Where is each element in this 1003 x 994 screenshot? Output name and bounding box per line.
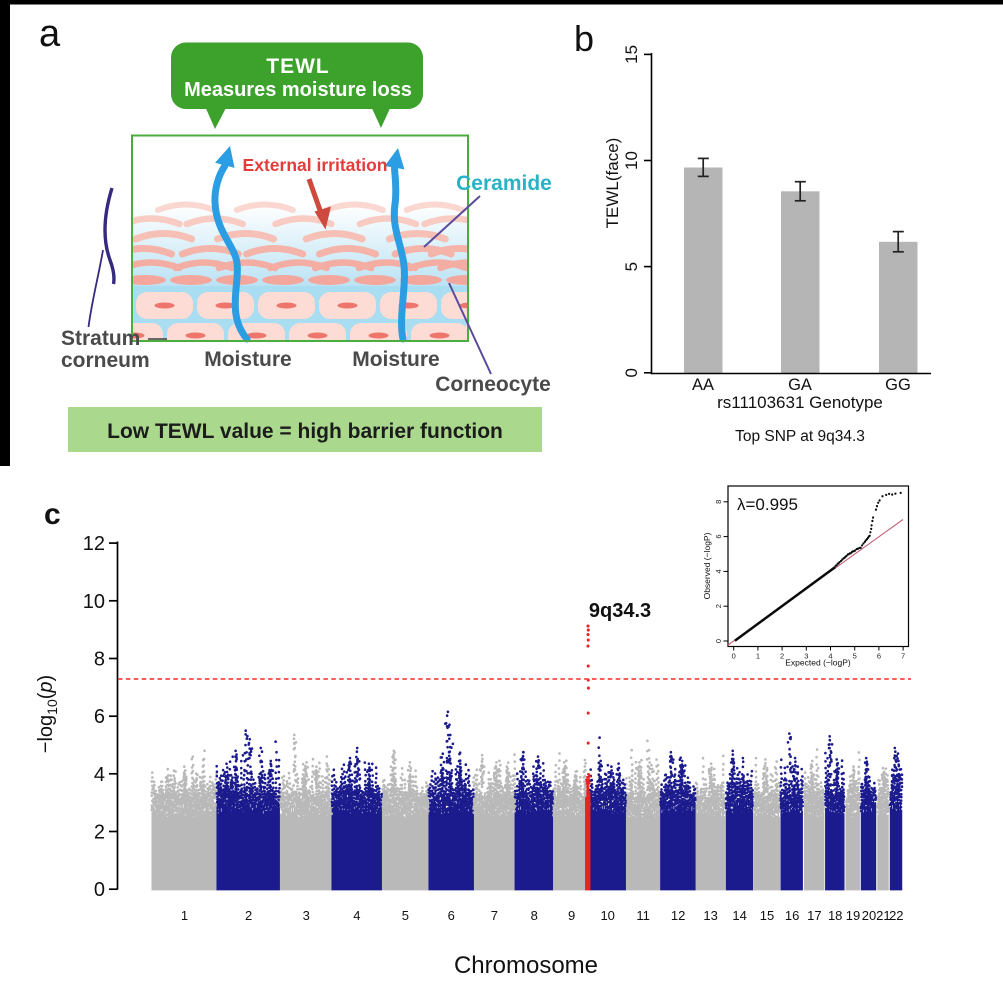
svg-text:GG: GG xyxy=(885,376,911,394)
svg-text:Moisture: Moisture xyxy=(352,348,440,371)
svg-text:5: 5 xyxy=(622,262,641,271)
svg-text:0: 0 xyxy=(94,879,105,901)
svg-text:5: 5 xyxy=(853,652,857,661)
svg-text:8: 8 xyxy=(531,908,538,923)
svg-text:5: 5 xyxy=(402,908,409,923)
svg-text:10: 10 xyxy=(83,591,105,613)
svg-text:External irritation: External irritation xyxy=(243,155,388,175)
svg-text:18: 18 xyxy=(828,908,842,923)
svg-text:21: 21 xyxy=(876,908,890,923)
svg-text:AA: AA xyxy=(692,376,714,394)
svg-text:λ=0.995: λ=0.995 xyxy=(737,495,798,514)
svg-text:0: 0 xyxy=(622,368,641,377)
svg-text:0: 0 xyxy=(714,639,723,643)
svg-text:20: 20 xyxy=(862,908,876,923)
svg-text:4: 4 xyxy=(714,569,723,573)
svg-text:16: 16 xyxy=(785,908,799,923)
svg-text:8: 8 xyxy=(94,649,105,671)
svg-text:2: 2 xyxy=(714,604,723,608)
svg-text:Low TEWL value = high barrier: Low TEWL value = high barrier function xyxy=(107,420,503,443)
svg-text:12: 12 xyxy=(671,908,685,923)
svg-text:c: c xyxy=(44,498,61,531)
svg-text:1: 1 xyxy=(181,908,188,923)
svg-text:4: 4 xyxy=(353,908,360,923)
svg-text:Corneocyte: Corneocyte xyxy=(435,373,551,396)
svg-text:−log10(p): −log10(p) xyxy=(35,675,60,753)
svg-text:10: 10 xyxy=(600,908,614,923)
svg-text:8: 8 xyxy=(714,500,723,504)
svg-text:4: 4 xyxy=(94,764,105,786)
svg-text:7: 7 xyxy=(491,908,498,923)
svg-text:1: 1 xyxy=(756,652,760,661)
svg-text:Expected (−logP): Expected (−logP) xyxy=(785,658,851,668)
svg-text:Top SNP at 9q34.3: Top SNP at 9q34.3 xyxy=(735,428,865,445)
svg-text:3: 3 xyxy=(804,652,808,661)
svg-text:6: 6 xyxy=(877,652,881,661)
svg-text:Ceramide: Ceramide xyxy=(456,172,552,195)
svg-text:a: a xyxy=(39,13,61,55)
svg-text:6: 6 xyxy=(714,535,723,539)
svg-text:14: 14 xyxy=(732,908,746,923)
svg-text:22: 22 xyxy=(889,908,903,923)
svg-text:15: 15 xyxy=(760,908,774,923)
svg-text:0: 0 xyxy=(732,652,736,661)
svg-text:rs11103631 Genotype: rs11103631 Genotype xyxy=(717,393,883,412)
svg-text:TEWL: TEWL xyxy=(266,55,329,78)
svg-text:2: 2 xyxy=(780,652,784,661)
svg-text:13: 13 xyxy=(703,908,717,923)
svg-text:12: 12 xyxy=(83,533,105,555)
svg-text:Stratum: Stratum xyxy=(61,327,140,350)
svg-text:9: 9 xyxy=(568,908,575,923)
svg-text:GA: GA xyxy=(788,376,812,394)
svg-text:Chromosome: Chromosome xyxy=(454,952,598,979)
svg-text:3: 3 xyxy=(303,908,310,923)
svg-text:19: 19 xyxy=(846,908,860,923)
svg-text:17: 17 xyxy=(807,908,821,923)
svg-text:2: 2 xyxy=(94,822,105,844)
svg-text:TEWL(face): TEWL(face) xyxy=(603,138,622,229)
svg-text:10: 10 xyxy=(622,151,641,170)
svg-text:Measures moisture loss: Measures moisture loss xyxy=(184,79,412,101)
svg-text:Observed (−logP): Observed (−logP) xyxy=(702,532,712,599)
svg-text:15: 15 xyxy=(622,45,641,64)
svg-text:4: 4 xyxy=(828,652,832,661)
svg-text:corneum: corneum xyxy=(61,349,150,372)
svg-text:6: 6 xyxy=(94,706,105,728)
svg-text:9q34.3: 9q34.3 xyxy=(589,600,651,622)
svg-text:7: 7 xyxy=(901,652,905,661)
svg-text:b: b xyxy=(574,18,594,59)
svg-text:2: 2 xyxy=(245,908,252,923)
svg-text:Moisture: Moisture xyxy=(204,348,292,371)
svg-text:11: 11 xyxy=(636,908,650,923)
svg-text:6: 6 xyxy=(448,908,455,923)
